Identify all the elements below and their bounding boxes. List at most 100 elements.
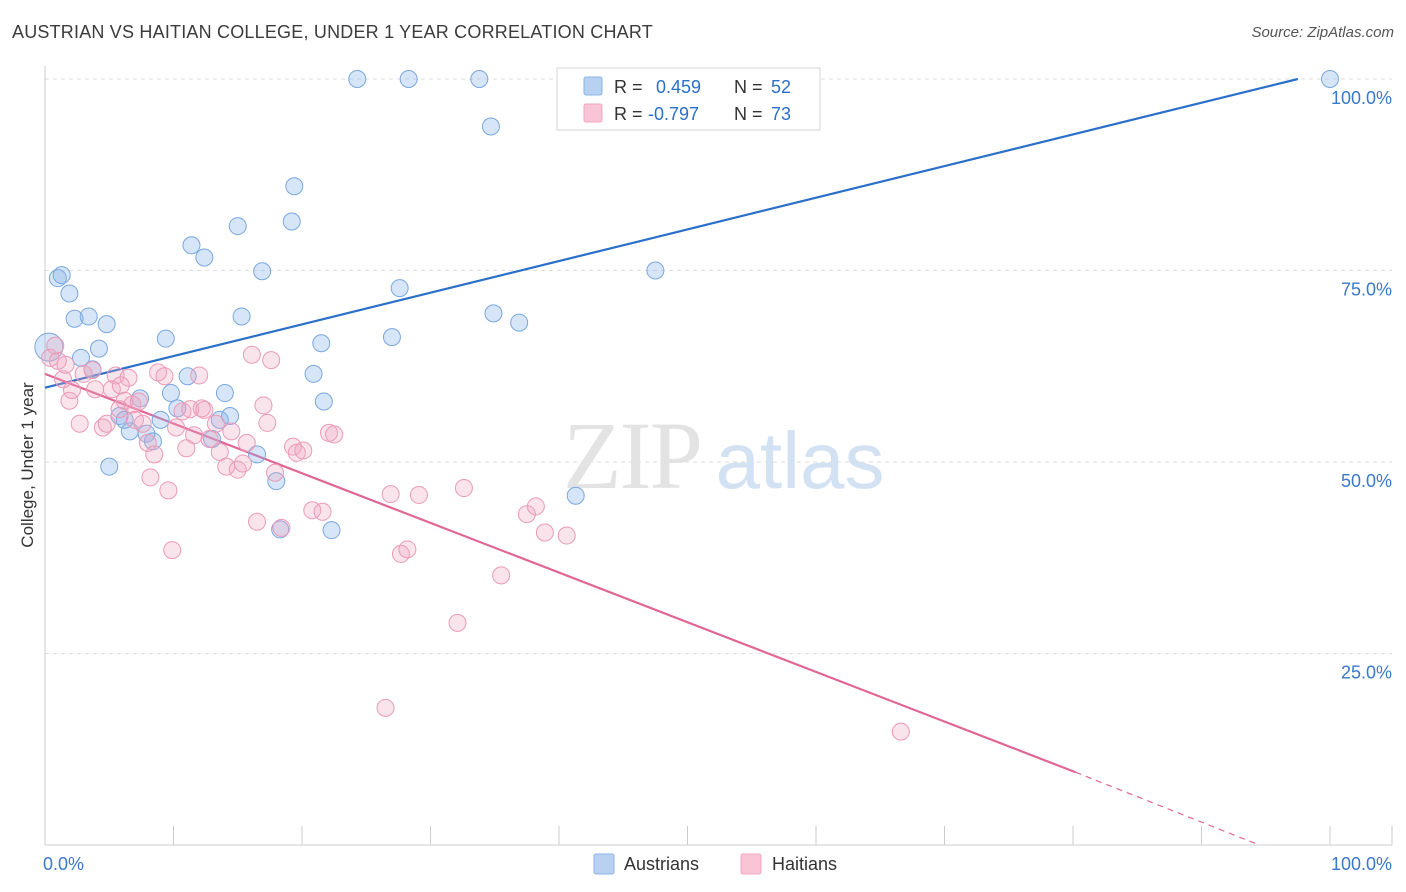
grid-lines — [45, 78, 1392, 654]
austrian-point — [215, 384, 234, 403]
watermark: ZIP atlas — [563, 402, 884, 509]
bottom-legend-swatch-austrians — [593, 853, 615, 875]
haitian-point — [535, 523, 554, 542]
haitian-point — [70, 414, 89, 433]
bottom-legend-swatch-haitians — [740, 853, 762, 875]
austrian-trend-line — [44, 77, 1299, 389]
austrian-point — [182, 236, 201, 255]
legend-box: R = 0.459 N = 52 R = -0.797 N = 73 — [556, 67, 821, 131]
austrian-point — [60, 284, 79, 303]
haitian-point — [294, 441, 313, 460]
bottom-legend-haitians: Haitians — [772, 854, 837, 874]
legend-r-value-1: 0.459 — [656, 77, 701, 97]
austrian-point — [314, 392, 333, 411]
haitian-point — [141, 468, 160, 487]
austrian-point — [470, 70, 489, 88]
y-tick-label-50: 50.0% — [1341, 471, 1392, 491]
austrian-point — [52, 266, 71, 285]
haitian-point — [200, 430, 219, 449]
haitian-point — [62, 380, 81, 399]
haitian-point — [102, 380, 121, 399]
austrian-point — [151, 410, 170, 429]
haitian-point — [192, 399, 211, 418]
haitian-point — [60, 391, 79, 410]
legend-swatch-austrians — [583, 76, 603, 96]
austrian-point — [322, 521, 341, 540]
legend-swatch-haitians — [583, 103, 603, 123]
haitian-point — [190, 366, 209, 385]
haitian-trend-extension — [1075, 771, 1260, 846]
haitian-point — [206, 414, 225, 433]
haitian-point — [222, 422, 241, 441]
austrian-point — [89, 339, 108, 358]
austrian-point — [399, 70, 418, 88]
legend-n-value-2: 73 — [771, 104, 791, 124]
x-tick-label-100: 100.0% — [1331, 854, 1392, 874]
austrian-point — [228, 217, 247, 236]
legend-n-label-1: N = — [734, 77, 763, 97]
austrian-point — [161, 384, 180, 403]
haitian-point — [111, 376, 130, 395]
haitian-point — [376, 698, 395, 717]
austrian-point — [484, 304, 503, 323]
haitian-point — [391, 544, 410, 563]
haitian-point — [74, 364, 93, 383]
haitian-point — [891, 722, 910, 741]
haitian-point — [86, 380, 105, 399]
austrian-point — [382, 328, 401, 347]
austrian-point — [65, 309, 84, 328]
haitian-point — [325, 425, 344, 444]
haitian-point — [46, 336, 65, 355]
austrian-point — [390, 279, 409, 298]
austrian-point — [248, 445, 267, 464]
haitian-point — [237, 433, 256, 452]
haitian-point — [145, 445, 164, 464]
legend-n-label-2: N = — [734, 104, 763, 124]
haitian-point — [381, 485, 400, 504]
haitian-point — [258, 413, 277, 432]
austrian-point — [285, 177, 304, 196]
austrian-point — [304, 364, 323, 383]
haitian-point — [185, 426, 204, 445]
haitian-point — [56, 355, 75, 374]
austrian-point — [100, 457, 119, 476]
austrian-point — [348, 70, 367, 88]
austrian-point — [646, 261, 665, 280]
legend-r-value-2: -0.797 — [648, 104, 699, 124]
haitian-point — [262, 351, 281, 370]
haitian-point — [228, 460, 247, 479]
austrian-point — [566, 486, 585, 505]
austrian-point — [481, 117, 500, 136]
haitian-point — [163, 541, 182, 560]
haitian-point — [492, 566, 511, 585]
austrian-point — [168, 399, 187, 418]
haitian-point — [83, 361, 102, 380]
haitian-point — [119, 368, 138, 387]
bottom-legend-austrians: Austrians — [624, 854, 699, 874]
haitian-point — [526, 497, 545, 516]
austrian-point — [253, 262, 272, 281]
austrian-point — [137, 424, 156, 443]
y-tick-label-75: 75.0% — [1341, 280, 1392, 300]
haitian-point — [313, 502, 332, 521]
austrian-point — [221, 407, 240, 426]
austrian-point — [195, 248, 214, 267]
bottom-legend: Austrians Haitians — [593, 853, 837, 875]
haitian-point — [266, 463, 285, 482]
austrian-point — [282, 212, 301, 231]
legend-r-label-1: R = — [614, 77, 643, 97]
y-tick-label-100: 100.0% — [1331, 88, 1392, 108]
haitian-point — [138, 433, 157, 452]
haitian-point — [254, 396, 273, 415]
haitian-point — [97, 414, 116, 433]
axes — [44, 66, 1393, 846]
haitian-point — [448, 613, 467, 632]
haitian-trend-line — [44, 372, 1076, 774]
austrian-point — [510, 313, 529, 332]
haitian-point — [155, 367, 174, 386]
haitian-point — [133, 414, 152, 433]
source-label: Source: ZipAtlas.com — [1251, 24, 1394, 41]
trend-lines — [44, 77, 1299, 846]
watermark-zip: ZIP — [563, 402, 701, 509]
